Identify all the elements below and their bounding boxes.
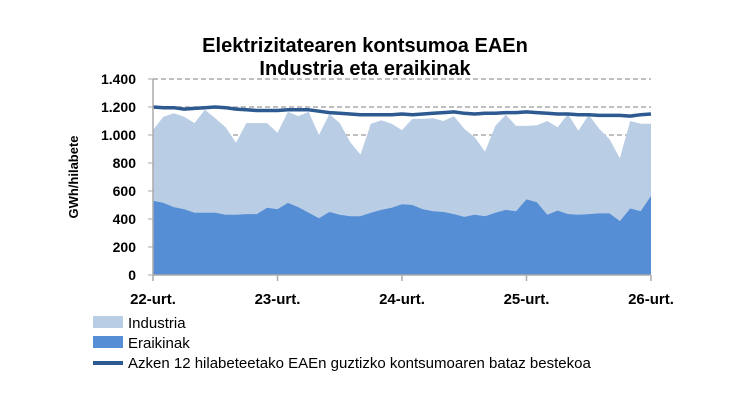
y-tick-label: 0 [128,267,136,283]
legend-label-average: Azken 12 hilabeteetako EAEn guztizko kon… [128,355,591,372]
legend: Industria Eraikinak Azken 12 hilabeteeta… [93,315,591,372]
chart-title-line-2: Industria eta eraikinak [259,58,471,80]
x-tick-label: 25-urt. [504,291,550,308]
x-tick-label: 26-urt. [628,291,674,308]
line-average [152,105,652,118]
legend-swatch-eraikinak [93,336,123,348]
x-tick-label: 22-urt. [130,291,176,308]
x-tick-label: 24-urt. [379,291,425,308]
x-tick-label: 23-urt. [255,291,301,308]
y-tick-label: 1.000 [101,127,136,143]
y-tick-label: 200 [113,239,137,255]
legend-label-industria: Industria [128,315,186,332]
y-tick-label: 1.400 [101,71,136,87]
legend-swatch-industria [93,316,123,328]
chart-title-line-1: Elektrizitatearen kontsumoa EAEn [202,35,528,57]
y-tick-label: 400 [113,211,137,227]
y-tick-label: 800 [113,155,137,171]
y-tick-label: 600 [113,183,137,199]
y-axis-label: GWh/hilabete [66,135,81,218]
y-tick-label: 1.200 [101,99,136,115]
area-eraikinak [153,195,651,275]
legend-label-eraikinak: Eraikinak [128,335,190,352]
